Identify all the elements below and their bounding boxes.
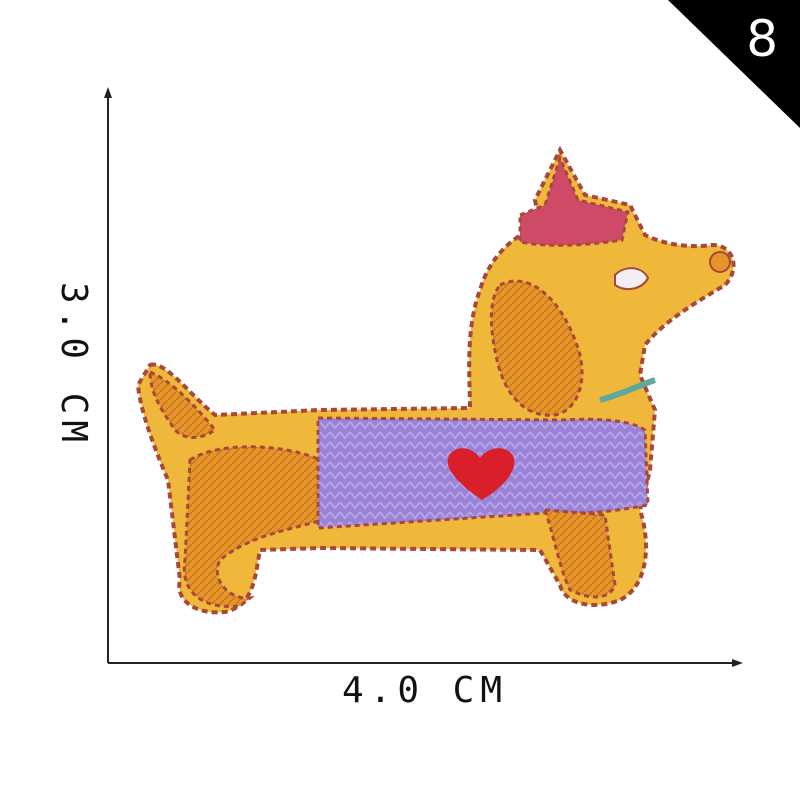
corner-badge: 8: [668, 0, 800, 128]
heart: [447, 448, 515, 500]
width-axis: [108, 659, 743, 667]
height-label: 3.0 CM: [53, 281, 94, 449]
collar: [599, 377, 656, 403]
badge-number: 8: [746, 10, 778, 68]
width-label: 4.0 CM: [341, 670, 509, 711]
eye: [614, 267, 650, 291]
height-axis: [104, 87, 112, 663]
ear: [489, 279, 584, 417]
rear-leg: [182, 445, 324, 608]
hat: [518, 153, 630, 247]
front-leg: [542, 508, 617, 599]
dachshund-patch: [135, 145, 736, 615]
nose: [709, 251, 731, 273]
tail: [148, 369, 218, 439]
